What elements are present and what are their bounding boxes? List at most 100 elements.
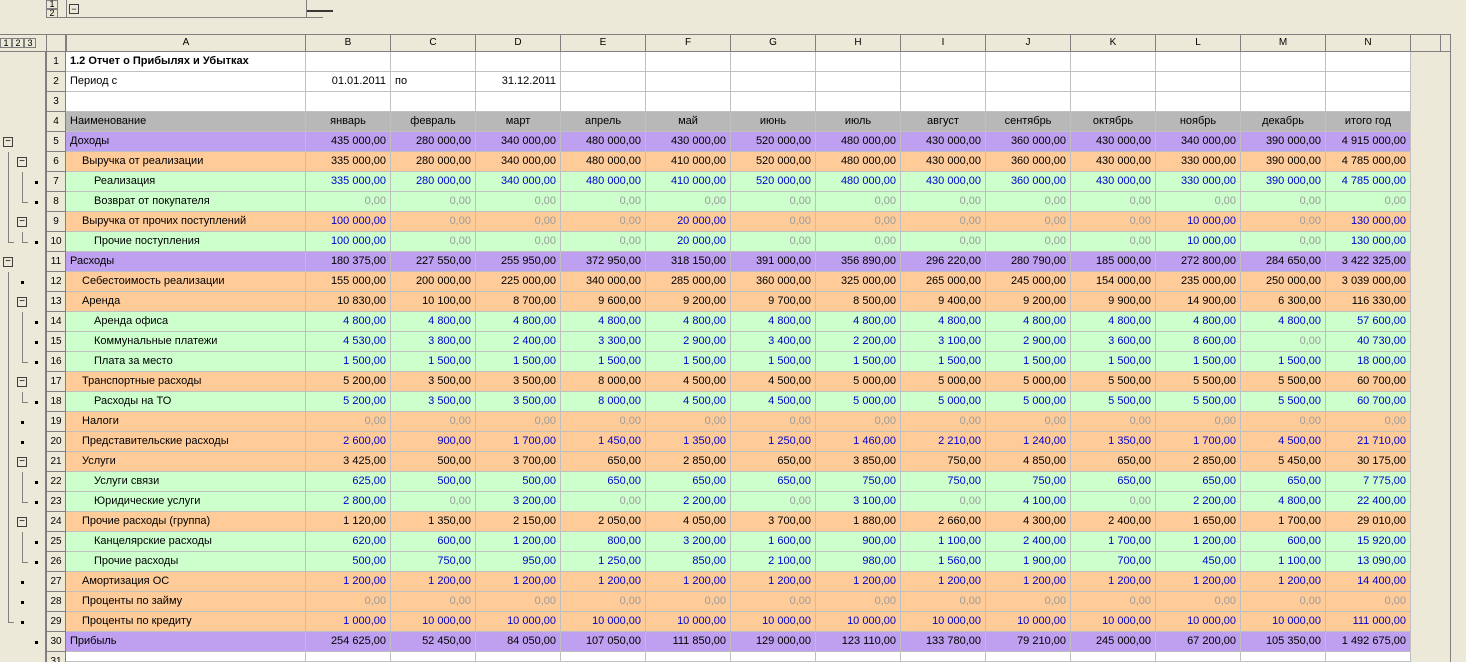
row-label[interactable]: Прибыль [66, 632, 306, 652]
row-label[interactable]: Прочие поступления [66, 232, 306, 252]
data-cell[interactable]: 1 350,00 [646, 432, 731, 452]
data-cell[interactable]: 10 000,00 [731, 612, 816, 632]
data-cell[interactable]: 13 090,00 [1326, 552, 1411, 572]
data-cell[interactable]: 22 400,00 [1326, 492, 1411, 512]
row-header-9[interactable]: 9 [46, 212, 66, 232]
column-header-N[interactable]: N [1326, 34, 1411, 52]
data-cell[interactable]: 4 800,00 [1241, 492, 1326, 512]
data-cell[interactable]: 0,00 [391, 412, 476, 432]
data-cell[interactable]: 8 000,00 [561, 392, 646, 412]
column-header-B[interactable]: B [306, 34, 391, 52]
data-cell[interactable]: 10 000,00 [1156, 612, 1241, 632]
data-cell[interactable]: 330 000,00 [1156, 172, 1241, 192]
data-cell[interactable]: 335 000,00 [306, 172, 391, 192]
data-cell[interactable]: 5 500,00 [1156, 372, 1241, 392]
data-cell[interactable]: 750,00 [986, 472, 1071, 492]
column-header-L[interactable]: L [1156, 34, 1241, 52]
data-cell[interactable]: 0,00 [1326, 592, 1411, 612]
data-cell[interactable]: 10 000,00 [561, 612, 646, 632]
month-header[interactable]: август [901, 112, 986, 132]
data-cell[interactable]: 650,00 [646, 472, 731, 492]
column-header-H[interactable]: H [816, 34, 901, 52]
data-cell[interactable]: 0,00 [1241, 232, 1326, 252]
data-cell[interactable]: 0,00 [1241, 332, 1326, 352]
data-cell[interactable]: 2 100,00 [731, 552, 816, 572]
data-cell[interactable]: 4 800,00 [986, 312, 1071, 332]
data-cell[interactable]: 430 000,00 [1071, 172, 1156, 192]
data-cell[interactable]: 1 500,00 [646, 352, 731, 372]
data-cell[interactable]: 1 200,00 [646, 572, 731, 592]
data-cell[interactable]: 10 000,00 [1071, 612, 1156, 632]
month-header[interactable]: апрель [561, 112, 646, 132]
row-header-11[interactable]: 11 [46, 252, 66, 272]
column-header-J[interactable]: J [986, 34, 1071, 52]
row-outline-level-1[interactable]: 1 [0, 38, 12, 48]
data-cell[interactable]: 430 000,00 [901, 152, 986, 172]
data-cell[interactable]: 0,00 [1241, 192, 1326, 212]
data-cell[interactable]: 1 450,00 [561, 432, 646, 452]
data-cell[interactable]: 100 000,00 [306, 232, 391, 252]
data-cell[interactable]: 3 100,00 [901, 332, 986, 352]
row-label[interactable]: Выручка от реализации [66, 152, 306, 172]
data-cell[interactable]: 4 800,00 [391, 312, 476, 332]
total-column-header[interactable]: итого год [1326, 112, 1411, 132]
data-cell[interactable]: 4 800,00 [1241, 312, 1326, 332]
data-cell[interactable]: 980,00 [816, 552, 901, 572]
data-cell[interactable]: 116 330,00 [1326, 292, 1411, 312]
data-cell[interactable]: 280 790,00 [986, 252, 1071, 272]
data-cell[interactable]: 1 200,00 [306, 572, 391, 592]
row-header-24[interactable]: 24 [46, 512, 66, 532]
data-cell[interactable]: 14 900,00 [1156, 292, 1241, 312]
data-cell[interactable]: 480 000,00 [816, 132, 901, 152]
data-cell[interactable]: 2 050,00 [561, 512, 646, 532]
month-header[interactable]: январь [306, 112, 391, 132]
data-cell[interactable]: 1 600,00 [731, 532, 816, 552]
data-cell[interactable]: 5 500,00 [1156, 392, 1241, 412]
data-cell[interactable]: 330 000,00 [1156, 152, 1241, 172]
data-cell[interactable]: 1 350,00 [1071, 432, 1156, 452]
data-cell[interactable]: 0,00 [391, 212, 476, 232]
data-cell[interactable]: 4 800,00 [901, 312, 986, 332]
row-header-13[interactable]: 13 [46, 292, 66, 312]
data-cell[interactable]: 0,00 [986, 592, 1071, 612]
data-cell[interactable]: 5 000,00 [901, 372, 986, 392]
data-cell[interactable]: 1 200,00 [1156, 572, 1241, 592]
row-header-4[interactable]: 4 [46, 112, 66, 132]
data-cell[interactable]: 390 000,00 [1241, 172, 1326, 192]
data-cell[interactable]: 21 710,00 [1326, 432, 1411, 452]
data-cell[interactable]: 0,00 [1071, 592, 1156, 612]
data-cell[interactable]: 1 350,00 [391, 512, 476, 532]
data-cell[interactable]: 154 000,00 [1071, 272, 1156, 292]
data-cell[interactable]: 1 492 675,00 [1326, 632, 1411, 652]
data-cell[interactable]: 10 830,00 [306, 292, 391, 312]
data-cell[interactable]: 3 200,00 [476, 492, 561, 512]
data-cell[interactable]: 280 000,00 [391, 172, 476, 192]
data-cell[interactable]: 4 800,00 [1156, 312, 1241, 332]
data-cell[interactable]: 60 700,00 [1326, 392, 1411, 412]
data-cell[interactable]: 750,00 [901, 472, 986, 492]
data-cell[interactable]: 450,00 [1156, 552, 1241, 572]
data-cell[interactable]: 0,00 [816, 592, 901, 612]
column-header-G[interactable]: G [731, 34, 816, 52]
data-cell[interactable]: 15 920,00 [1326, 532, 1411, 552]
data-cell[interactable]: 4 800,00 [731, 312, 816, 332]
data-cell[interactable]: 0,00 [391, 192, 476, 212]
data-cell[interactable]: 1 700,00 [1071, 532, 1156, 552]
row-label[interactable]: Реализация [66, 172, 306, 192]
data-cell[interactable]: 1 500,00 [476, 352, 561, 372]
data-cell[interactable]: 2 150,00 [476, 512, 561, 532]
data-cell[interactable]: 285 000,00 [646, 272, 731, 292]
month-header[interactable]: декабрь [1241, 112, 1326, 132]
data-cell[interactable]: 700,00 [1071, 552, 1156, 572]
row-header-16[interactable]: 16 [46, 352, 66, 372]
data-cell[interactable]: 7 775,00 [1326, 472, 1411, 492]
data-cell[interactable]: 8 000,00 [561, 372, 646, 392]
outline-collapse-btn[interactable]: − [17, 217, 27, 227]
data-cell[interactable]: 130 000,00 [1326, 212, 1411, 232]
data-cell[interactable]: 2 200,00 [1156, 492, 1241, 512]
data-cell[interactable]: 0,00 [1156, 192, 1241, 212]
data-cell[interactable]: 410 000,00 [646, 152, 731, 172]
data-cell[interactable]: 650,00 [731, 452, 816, 472]
row-label[interactable]: Проценты по кредиту [66, 612, 306, 632]
data-cell[interactable]: 900,00 [391, 432, 476, 452]
